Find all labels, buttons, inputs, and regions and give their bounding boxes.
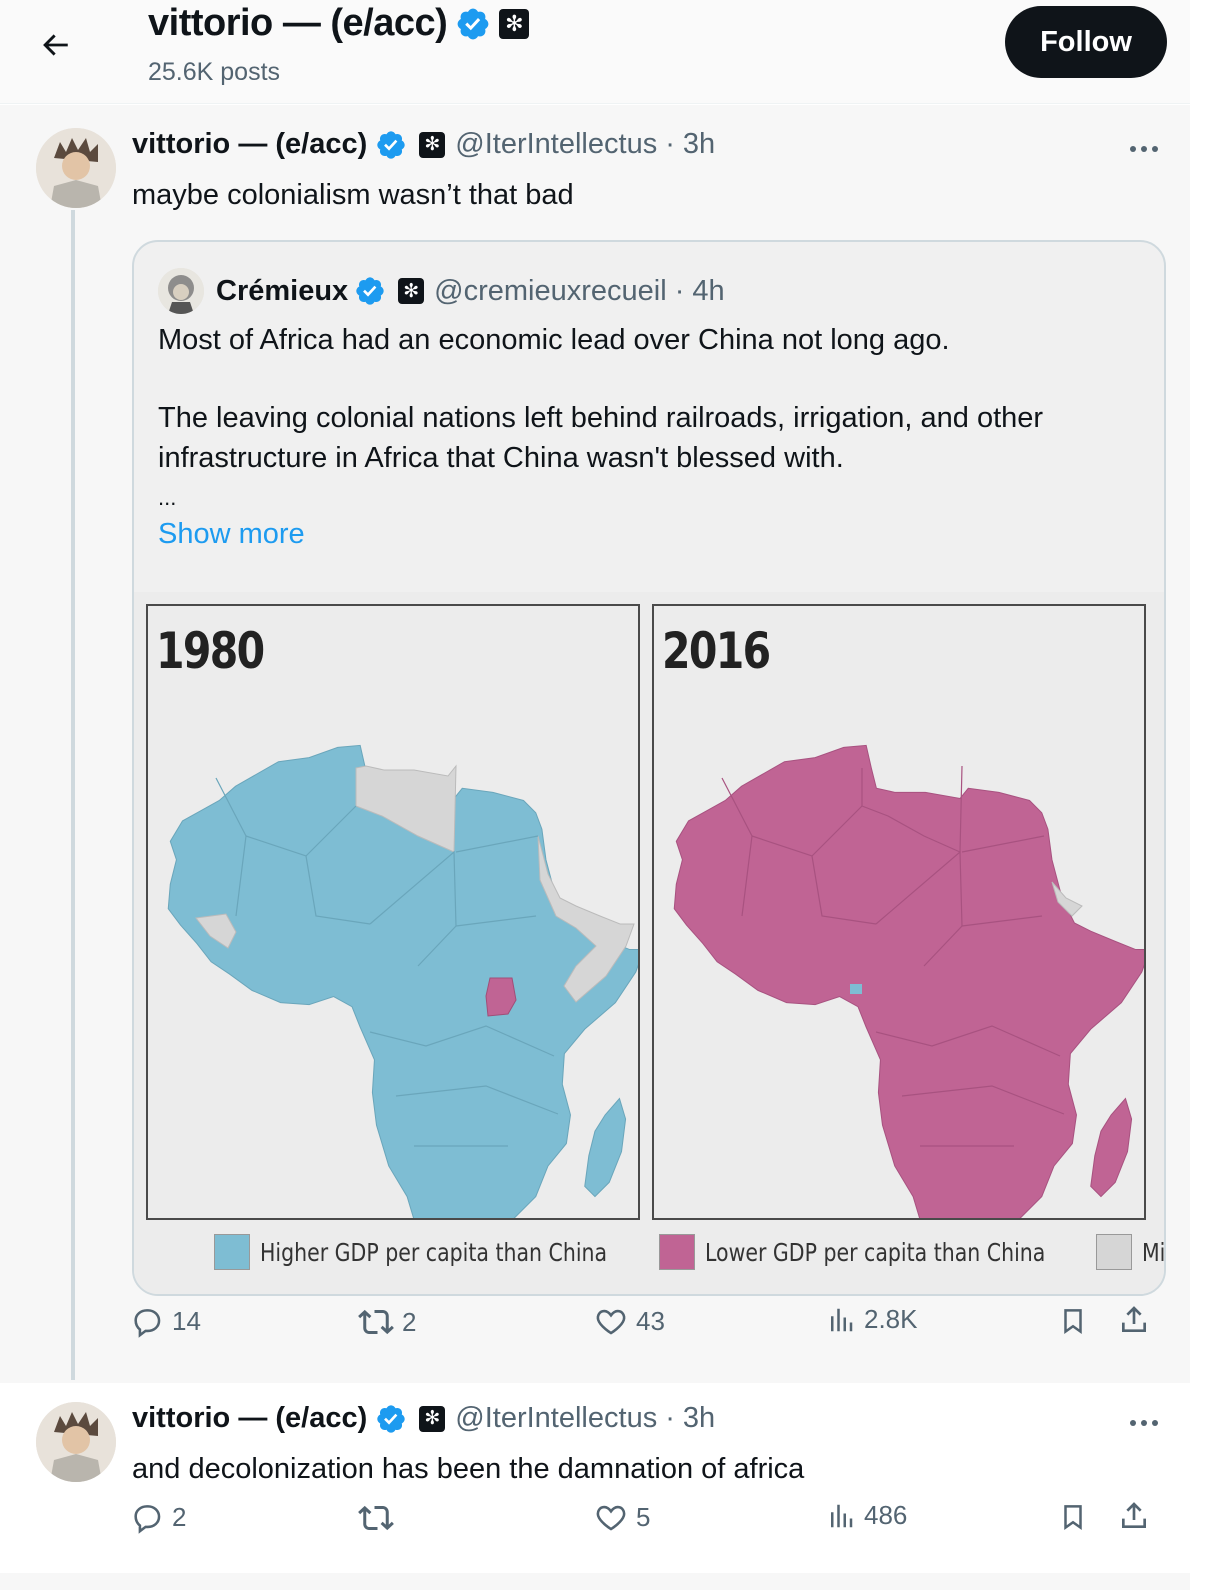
reply-icon: [134, 1309, 161, 1338]
quoted-media-image[interactable]: 1980 2016 Higher GDP per: [134, 592, 1166, 1294]
legend-label-higher: Higher GDP per capita than China: [260, 1237, 608, 1267]
author-handle[interactable]: @IterIntellectus: [455, 128, 658, 160]
back-button[interactable]: [30, 20, 80, 70]
author-handle[interactable]: @IterIntellectus: [455, 1402, 658, 1434]
avatar-image-icon: [36, 128, 116, 208]
map-year-label: 1980: [156, 622, 265, 680]
legend-label-missing: Missing data: [1142, 1237, 1166, 1267]
reply-count: 14: [172, 1305, 201, 1336]
views-count: 2.8K: [864, 1304, 918, 1334]
affiliate-badge-icon: ✻: [398, 278, 425, 304]
map-year-label: 2016: [662, 622, 771, 680]
views-count: 486: [864, 1500, 908, 1530]
affiliate-badge-icon: ✻: [499, 8, 530, 39]
bookmark-icon: [1064, 1309, 1082, 1335]
reply-count: 2: [172, 1501, 187, 1532]
quoted-author-name: Crémieux: [216, 274, 349, 307]
tweet-actions: 14 2 43 2.8K: [130, 1304, 1160, 1354]
quoted-text-line: The leaving colonial nations left behind…: [158, 402, 1044, 434]
legend-label-lower: Lower GDP per capita than China: [705, 1237, 1046, 1267]
tweet-actions: 2 5 486: [130, 1500, 1160, 1550]
like-count: 43: [636, 1305, 665, 1336]
header-title: vittorio — (e/acc) ✻: [148, 2, 530, 45]
heart-icon: [596, 1309, 626, 1335]
views-button[interactable]: 2.8K: [826, 1304, 918, 1335]
bookmark-button[interactable]: [1058, 1304, 1088, 1338]
avatar[interactable]: [36, 1402, 116, 1482]
like-button[interactable]: 5: [594, 1500, 650, 1534]
africa-map-2016-graphic: [654, 606, 1144, 1218]
follow-button[interactable]: Follow: [1005, 6, 1167, 78]
show-more-link[interactable]: Show more: [158, 518, 305, 550]
map-1980: 1980: [146, 604, 640, 1220]
verified-badge-icon: [375, 129, 407, 161]
share-icon: [1122, 1306, 1146, 1332]
verified-badge-icon: [375, 1403, 407, 1435]
views-chart-icon: [831, 1308, 853, 1331]
heart-icon: [596, 1505, 626, 1531]
quoted-text-line: Most of Africa had an economic lead over…: [158, 324, 950, 356]
repost-button[interactable]: 2: [358, 1304, 416, 1340]
like-count: 5: [636, 1501, 651, 1532]
reply-button[interactable]: 14: [130, 1304, 201, 1338]
tweet-text: and decolonization has been the damnatio…: [132, 1453, 805, 1485]
tweet-time[interactable]: · 3h: [665, 1402, 716, 1434]
quoted-tweet-time: · 4h: [674, 274, 725, 307]
quoted-avatar: [158, 268, 204, 314]
thread-connector-line: [71, 210, 75, 1380]
tweet-time[interactable]: · 3h: [665, 128, 716, 160]
repost-button[interactable]: [358, 1500, 394, 1536]
repost-icon: [358, 1505, 394, 1531]
tweet-header: vittorio — (e/acc) ✻ @IterIntellectus · …: [132, 128, 715, 161]
header-name: vittorio — (e/acc): [148, 2, 448, 44]
affiliate-badge-icon: ✻: [419, 131, 446, 158]
legend-swatch-higher: [214, 1234, 250, 1270]
profile-header: vittorio — (e/acc) ✻ 25.6K posts Follow: [0, 0, 1190, 104]
bookmark-button[interactable]: [1058, 1500, 1088, 1534]
quoted-tweet-header: Crémieux ✻ @cremieuxrecueil · 4h: [158, 268, 725, 314]
more-dots-icon: [1130, 146, 1158, 152]
quoted-tweet[interactable]: Crémieux ✻ @cremieuxrecueil · 4h Most of…: [132, 240, 1166, 1296]
share-icon: [1122, 1502, 1146, 1528]
reply-button[interactable]: 2: [130, 1500, 186, 1534]
share-button[interactable]: [1118, 1500, 1150, 1532]
legend-swatch-missing: [1096, 1234, 1133, 1270]
views-button[interactable]: 486: [826, 1500, 907, 1531]
share-button[interactable]: [1118, 1304, 1150, 1336]
quoted-author-handle: @cremieuxrecueil: [434, 274, 667, 307]
views-chart-icon: [831, 1504, 853, 1527]
post-count: 25.6K posts: [148, 58, 281, 86]
quoted-text-ellipsis: ...: [158, 485, 177, 510]
author-name[interactable]: vittorio — (e/acc): [132, 1402, 368, 1434]
more-dots-icon: [1130, 1420, 1158, 1426]
affiliate-badge-icon: ✻: [419, 1405, 446, 1432]
quoted-avatar-image-icon: [158, 268, 204, 314]
quoted-text-line: infrastructure in Africa that China wasn…: [158, 442, 844, 474]
avatar-image-icon: [36, 1402, 116, 1482]
reply-icon: [134, 1505, 161, 1534]
author-name[interactable]: vittorio — (e/acc): [132, 128, 368, 160]
more-options-button[interactable]: [1122, 1408, 1166, 1438]
bookmark-icon: [1064, 1505, 1082, 1531]
tweet-header: vittorio — (e/acc) ✻ @IterIntellectus · …: [132, 1402, 715, 1435]
africa-map-1980-graphic: [148, 606, 638, 1218]
repost-count: 2: [402, 1306, 417, 1337]
verified-badge-icon: [455, 6, 491, 42]
avatar[interactable]: [36, 128, 116, 208]
arrow-left-icon: [43, 34, 68, 56]
legend-swatch-lower: [659, 1234, 696, 1270]
reply-background: [0, 1383, 1190, 1573]
map-2016: 2016: [652, 604, 1146, 1220]
repost-icon: [358, 1309, 394, 1335]
tweet-text: maybe colonialism wasn’t that bad: [132, 179, 574, 211]
more-options-button[interactable]: [1122, 134, 1166, 164]
like-button[interactable]: 43: [594, 1304, 665, 1338]
map-legend: Higher GDP per capita than China Lower G…: [214, 1232, 1166, 1272]
verified-badge-icon: [354, 275, 386, 307]
